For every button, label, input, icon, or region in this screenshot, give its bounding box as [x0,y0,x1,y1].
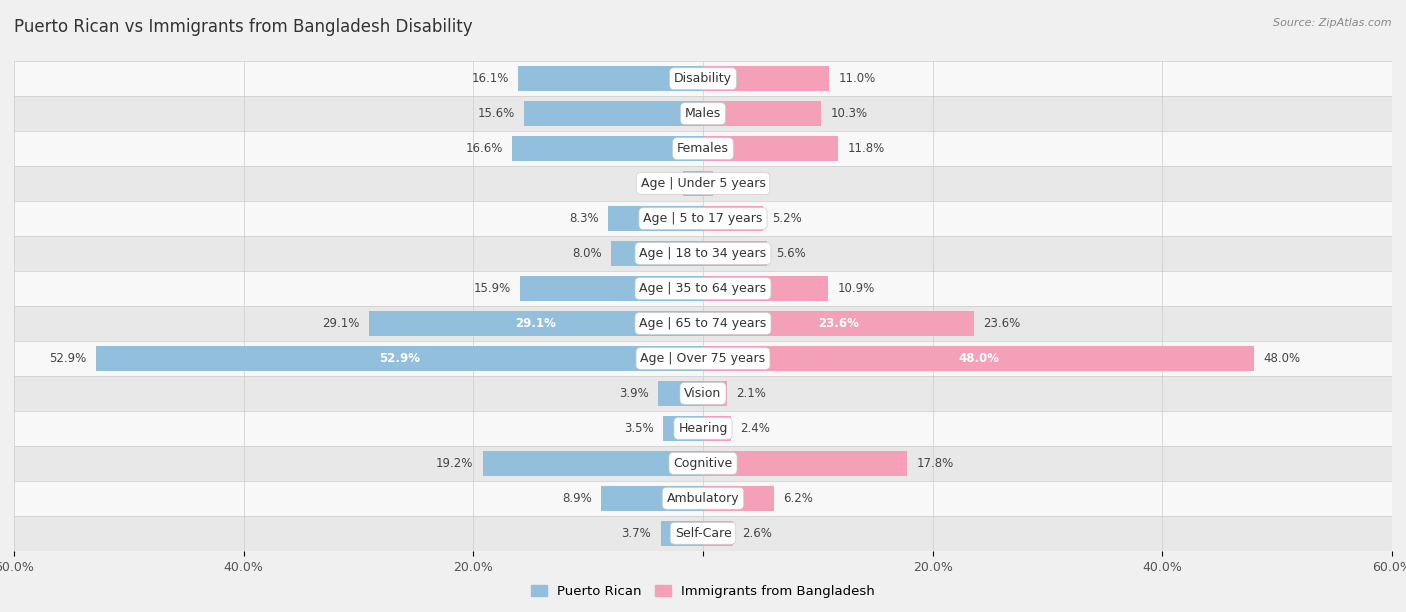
Bar [703,241,768,266]
Text: Age | 35 to 64 years: Age | 35 to 64 years [640,282,766,295]
Text: 17.8%: 17.8% [917,457,953,470]
Text: 29.1%: 29.1% [516,317,557,330]
Bar [703,101,821,126]
Text: Ambulatory: Ambulatory [666,492,740,505]
Bar [703,381,727,406]
Text: Hearing: Hearing [678,422,728,435]
Text: 8.9%: 8.9% [562,492,592,505]
Text: 8.0%: 8.0% [572,247,602,260]
Text: 16.6%: 16.6% [465,142,503,155]
Text: 15.6%: 15.6% [478,107,515,120]
Bar [14,166,1392,201]
Bar [14,306,1392,341]
Text: 5.6%: 5.6% [776,247,806,260]
Text: 16.1%: 16.1% [471,72,509,85]
Text: 48.0%: 48.0% [957,352,1000,365]
Text: Age | Over 75 years: Age | Over 75 years [641,352,765,365]
Bar [703,276,828,301]
Text: 10.9%: 10.9% [838,282,875,295]
Bar [14,236,1392,271]
Text: 29.1%: 29.1% [322,317,360,330]
Text: 52.9%: 52.9% [49,352,86,365]
Bar [661,521,703,546]
Text: 11.0%: 11.0% [838,72,876,85]
Legend: Puerto Rican, Immigrants from Bangladesh: Puerto Rican, Immigrants from Bangladesh [526,580,880,603]
Text: 15.9%: 15.9% [474,282,512,295]
Bar [14,96,1392,131]
Bar [683,171,703,196]
Text: 2.1%: 2.1% [737,387,766,400]
Bar [14,131,1392,166]
Text: 8.3%: 8.3% [569,212,599,225]
Text: 1.7%: 1.7% [644,177,675,190]
Text: 52.9%: 52.9% [378,352,420,365]
Bar [96,346,703,371]
Bar [607,206,703,231]
Text: Females: Females [678,142,728,155]
Bar [14,61,1392,96]
Text: Age | 18 to 34 years: Age | 18 to 34 years [640,247,766,260]
Bar [368,311,703,336]
Bar [520,276,703,301]
Text: 11.8%: 11.8% [848,142,884,155]
Bar [703,66,830,91]
Text: 3.5%: 3.5% [624,422,654,435]
Text: Age | 65 to 74 years: Age | 65 to 74 years [640,317,766,330]
Bar [662,416,703,441]
Bar [703,486,775,511]
Bar [703,136,838,161]
Bar [600,486,703,511]
Bar [703,311,974,336]
Bar [519,66,703,91]
Text: 2.4%: 2.4% [740,422,769,435]
Text: Vision: Vision [685,387,721,400]
Text: Puerto Rican vs Immigrants from Bangladesh Disability: Puerto Rican vs Immigrants from Banglade… [14,18,472,36]
Text: 23.6%: 23.6% [818,317,859,330]
Text: Males: Males [685,107,721,120]
Bar [14,516,1392,551]
Bar [703,451,907,476]
Bar [703,171,713,196]
Bar [658,381,703,406]
Bar [14,341,1392,376]
Text: 19.2%: 19.2% [436,457,474,470]
Text: Age | Under 5 years: Age | Under 5 years [641,177,765,190]
Bar [703,346,1254,371]
Text: Disability: Disability [673,72,733,85]
Text: Age | 5 to 17 years: Age | 5 to 17 years [644,212,762,225]
Text: 10.3%: 10.3% [831,107,868,120]
Text: Source: ZipAtlas.com: Source: ZipAtlas.com [1274,18,1392,28]
Text: 0.85%: 0.85% [721,177,759,190]
Text: 3.7%: 3.7% [621,527,651,540]
Text: 48.0%: 48.0% [1264,352,1301,365]
Bar [612,241,703,266]
Text: 3.9%: 3.9% [619,387,650,400]
Bar [512,136,703,161]
Text: Self-Care: Self-Care [675,527,731,540]
Bar [14,376,1392,411]
Bar [482,451,703,476]
Text: 23.6%: 23.6% [983,317,1021,330]
Bar [14,446,1392,481]
Bar [14,481,1392,516]
Text: 6.2%: 6.2% [783,492,813,505]
Bar [703,416,731,441]
Bar [524,101,703,126]
Bar [14,201,1392,236]
Text: Cognitive: Cognitive [673,457,733,470]
Bar [14,411,1392,446]
Text: 5.2%: 5.2% [772,212,801,225]
Bar [14,271,1392,306]
Text: 2.6%: 2.6% [742,527,772,540]
Bar [703,206,762,231]
Bar [703,521,733,546]
